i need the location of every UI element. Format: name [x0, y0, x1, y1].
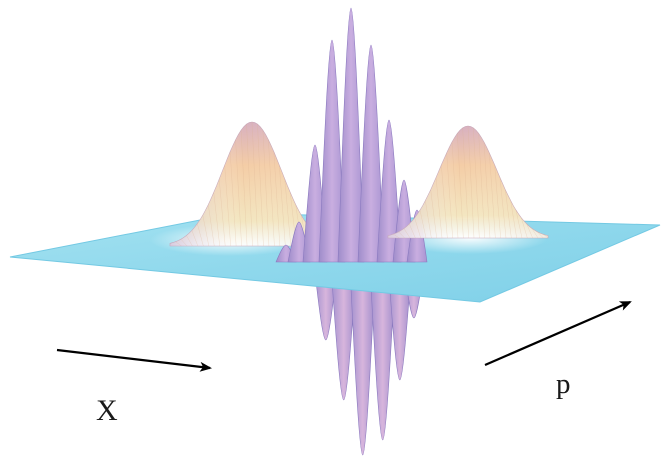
fringe-positive	[318, 39, 346, 263]
fringe-positive	[376, 119, 402, 263]
fringe-positive	[357, 44, 385, 263]
fringe-positive	[337, 7, 365, 263]
fringe-negative	[369, 261, 397, 441]
right-gaussian-peak	[387, 125, 549, 239]
fringe-negative	[349, 261, 377, 456]
positive-interference-fringes	[275, 7, 428, 263]
x-axis-label: X	[96, 394, 118, 427]
p-axis-label: p	[556, 368, 571, 400]
p-axis-arrow	[484, 300, 632, 367]
x-axis-arrow	[56, 348, 212, 372]
